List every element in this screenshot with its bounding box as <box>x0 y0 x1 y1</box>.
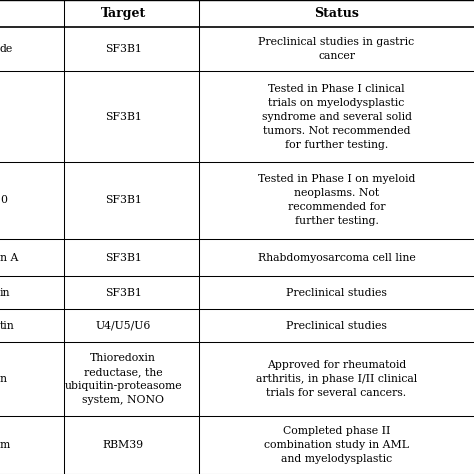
Text: tin: tin <box>0 321 15 331</box>
Text: U4/U5/U6: U4/U5/U6 <box>96 321 151 331</box>
Text: Status: Status <box>314 7 359 20</box>
Text: Completed phase II
combination study in AML
and myelodysplastic: Completed phase II combination study in … <box>264 426 409 464</box>
Text: RBM39: RBM39 <box>103 440 144 450</box>
Text: n A: n A <box>0 253 18 263</box>
Text: SF3B1: SF3B1 <box>105 195 142 205</box>
Text: Rhabdomyosarcoma cell line: Rhabdomyosarcoma cell line <box>258 253 415 263</box>
Text: SF3B1: SF3B1 <box>105 45 142 55</box>
Text: Tested in Phase I on myeloid
neoplasms. Not
recommended for
further testing.: Tested in Phase I on myeloid neoplasms. … <box>258 174 415 227</box>
Text: Target: Target <box>100 7 146 20</box>
Text: SF3B1: SF3B1 <box>105 112 142 122</box>
Text: m: m <box>0 440 10 450</box>
Text: Preclinical studies in gastric
cancer: Preclinical studies in gastric cancer <box>258 37 415 62</box>
Text: Approved for rheumatoid
arthritis, in phase I/II clinical
trials for several can: Approved for rheumatoid arthritis, in ph… <box>256 360 417 398</box>
Text: Thioredoxin
reductase, the
ubiquitin-proteasome
system, NONO: Thioredoxin reductase, the ubiquitin-pro… <box>64 353 182 405</box>
Text: de: de <box>0 45 13 55</box>
Text: 0: 0 <box>0 195 7 205</box>
Text: Tested in Phase I clinical
trials on myelodysplastic
syndrome and several solid
: Tested in Phase I clinical trials on mye… <box>262 84 411 150</box>
Text: n: n <box>0 374 7 384</box>
Text: Preclinical studies: Preclinical studies <box>286 288 387 298</box>
Text: SF3B1: SF3B1 <box>105 253 142 263</box>
Text: Preclinical studies: Preclinical studies <box>286 321 387 331</box>
Text: SF3B1: SF3B1 <box>105 288 142 298</box>
Text: in: in <box>0 288 10 298</box>
